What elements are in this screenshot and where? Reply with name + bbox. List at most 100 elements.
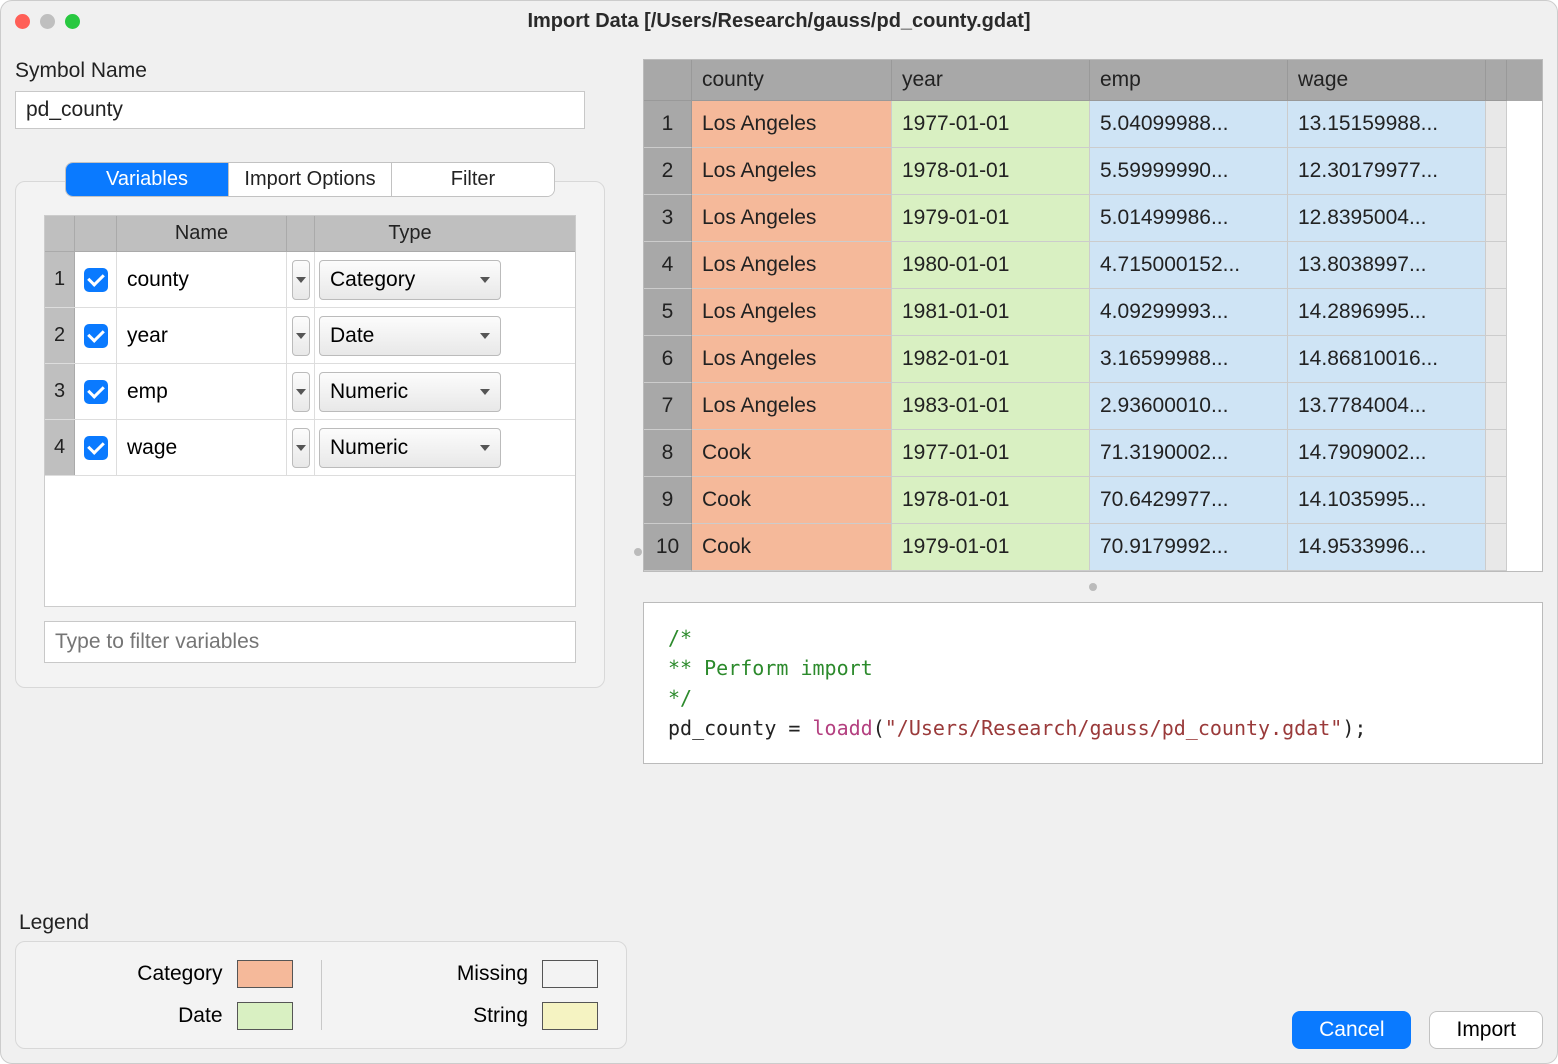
vertical-splitter[interactable] — [633, 41, 643, 1063]
cell-wage[interactable]: 14.2896995... — [1288, 289, 1486, 336]
row-index: 9 — [644, 477, 692, 524]
cell-emp[interactable]: 5.04099988... — [1090, 101, 1288, 148]
variable-checkbox[interactable] — [75, 364, 117, 419]
cell-county[interactable]: Cook — [692, 477, 892, 524]
col-emp[interactable]: emp — [1090, 60, 1288, 101]
name-dropdown[interactable] — [287, 420, 315, 475]
name-dropdown[interactable] — [287, 308, 315, 363]
symbol-name-input[interactable] — [15, 91, 585, 129]
variable-checkbox[interactable] — [75, 252, 117, 307]
code-preview: /* ** Perform import */ pd_county = load… — [643, 602, 1543, 764]
cell-wage[interactable]: 13.8038997... — [1288, 242, 1486, 289]
tab-variables[interactable]: Variables — [66, 163, 229, 196]
maximize-icon[interactable] — [65, 14, 80, 29]
cell-year[interactable]: 1982-01-01 — [892, 336, 1090, 383]
variable-row: 3 emp Numeric — [45, 364, 575, 420]
variable-name[interactable]: year — [117, 308, 287, 363]
cell-wage[interactable]: 13.15159988... — [1288, 101, 1486, 148]
cell-wage[interactable]: 12.8395004... — [1288, 195, 1486, 242]
type-select[interactable]: Date — [319, 316, 501, 356]
variable-name[interactable]: wage — [117, 420, 287, 475]
row-index: 3 — [45, 364, 75, 419]
cell-year[interactable]: 1980-01-01 — [892, 242, 1090, 289]
cell-emp[interactable]: 5.59999990... — [1090, 148, 1288, 195]
variable-row: 4 wage Numeric — [45, 420, 575, 476]
legend-divider — [321, 960, 322, 1030]
cell-county[interactable]: Los Angeles — [692, 336, 892, 383]
swatch-missing — [542, 960, 598, 988]
cell-year[interactable]: 1979-01-01 — [892, 195, 1090, 242]
cell-emp[interactable]: 4.09299993... — [1090, 289, 1288, 336]
cell-wage[interactable]: 14.9533996... — [1288, 524, 1486, 571]
cell-year[interactable]: 1978-01-01 — [892, 148, 1090, 195]
cell-emp[interactable]: 4.715000152... — [1090, 242, 1288, 289]
type-select[interactable]: Category — [319, 260, 501, 300]
close-icon[interactable] — [15, 14, 30, 29]
cell-year[interactable]: 1977-01-01 — [892, 430, 1090, 477]
import-button[interactable]: Import — [1429, 1011, 1543, 1049]
row-index: 7 — [644, 383, 692, 430]
filter-variables-input[interactable] — [44, 621, 576, 663]
swatch-string — [542, 1002, 598, 1030]
cell-county[interactable]: Los Angeles — [692, 148, 892, 195]
cell-wage[interactable]: 14.7909002... — [1288, 430, 1486, 477]
cell-wage[interactable]: 14.86810016... — [1288, 336, 1486, 383]
name-dropdown[interactable] — [287, 252, 315, 307]
variable-row: 1 county Category — [45, 252, 575, 308]
cell-emp[interactable]: 5.01499986... — [1090, 195, 1288, 242]
type-select[interactable]: Numeric — [319, 428, 501, 468]
variable-name[interactable]: emp — [117, 364, 287, 419]
table-row: 2 Los Angeles 1978-01-01 5.59999990... 1… — [644, 148, 1542, 195]
cell-wage[interactable]: 13.7784004... — [1288, 383, 1486, 430]
cell-emp[interactable]: 3.16599988... — [1090, 336, 1288, 383]
row-index: 5 — [644, 289, 692, 336]
variable-row: 2 year Date — [45, 308, 575, 364]
type-select[interactable]: Numeric — [319, 372, 501, 412]
col-wage[interactable]: wage — [1288, 60, 1486, 101]
dialog-buttons: Cancel Import — [643, 1001, 1543, 1049]
table-row: 9 Cook 1978-01-01 70.6429977... 14.10359… — [644, 477, 1542, 524]
cell-year[interactable]: 1978-01-01 — [892, 477, 1090, 524]
variable-checkbox[interactable] — [75, 308, 117, 363]
cell-year[interactable]: 1977-01-01 — [892, 101, 1090, 148]
cell-emp[interactable]: 70.6429977... — [1090, 477, 1288, 524]
cell-emp[interactable]: 2.93600010... — [1090, 383, 1288, 430]
table-row: 6 Los Angeles 1982-01-01 3.16599988... 1… — [644, 336, 1542, 383]
horizontal-splitter[interactable] — [643, 582, 1543, 592]
cell-county[interactable]: Los Angeles — [692, 289, 892, 336]
cell-year[interactable]: 1983-01-01 — [892, 383, 1090, 430]
cell-emp[interactable]: 71.3190002... — [1090, 430, 1288, 477]
cell-year[interactable]: 1981-01-01 — [892, 289, 1090, 336]
legend-date: Date — [44, 1002, 293, 1030]
col-county[interactable]: county — [692, 60, 892, 101]
cell-county[interactable]: Cook — [692, 430, 892, 477]
cell-county[interactable]: Los Angeles — [692, 101, 892, 148]
row-index: 4 — [45, 420, 75, 475]
legend-box: Category Missing Date — [15, 941, 627, 1049]
variable-checkbox[interactable] — [75, 420, 117, 475]
col-name: Name — [117, 216, 287, 251]
cell-county[interactable]: Los Angeles — [692, 195, 892, 242]
cell-county[interactable]: Los Angeles — [692, 383, 892, 430]
swatch-date — [237, 1002, 293, 1030]
cell-county[interactable]: Cook — [692, 524, 892, 571]
col-year[interactable]: year — [892, 60, 1090, 101]
cell-wage[interactable]: 14.1035995... — [1288, 477, 1486, 524]
legend-category: Category — [44, 960, 293, 988]
data-preview-table: county year emp wage 1 Los Angeles 1977-… — [643, 59, 1543, 572]
cancel-button[interactable]: Cancel — [1292, 1011, 1411, 1049]
minimize-icon[interactable] — [40, 14, 55, 29]
name-dropdown[interactable] — [287, 364, 315, 419]
tab-import-options[interactable]: Import Options — [229, 163, 392, 196]
row-index: 6 — [644, 336, 692, 383]
corner-cell — [644, 60, 692, 101]
variable-name[interactable]: county — [117, 252, 287, 307]
cell-emp[interactable]: 70.9179992... — [1090, 524, 1288, 571]
cell-county[interactable]: Los Angeles — [692, 242, 892, 289]
row-index: 3 — [644, 195, 692, 242]
cell-year[interactable]: 1979-01-01 — [892, 524, 1090, 571]
row-index: 8 — [644, 430, 692, 477]
tab-filter[interactable]: Filter — [392, 163, 554, 196]
cell-wage[interactable]: 12.30179977... — [1288, 148, 1486, 195]
symbol-name-label: Symbol Name — [15, 59, 627, 83]
